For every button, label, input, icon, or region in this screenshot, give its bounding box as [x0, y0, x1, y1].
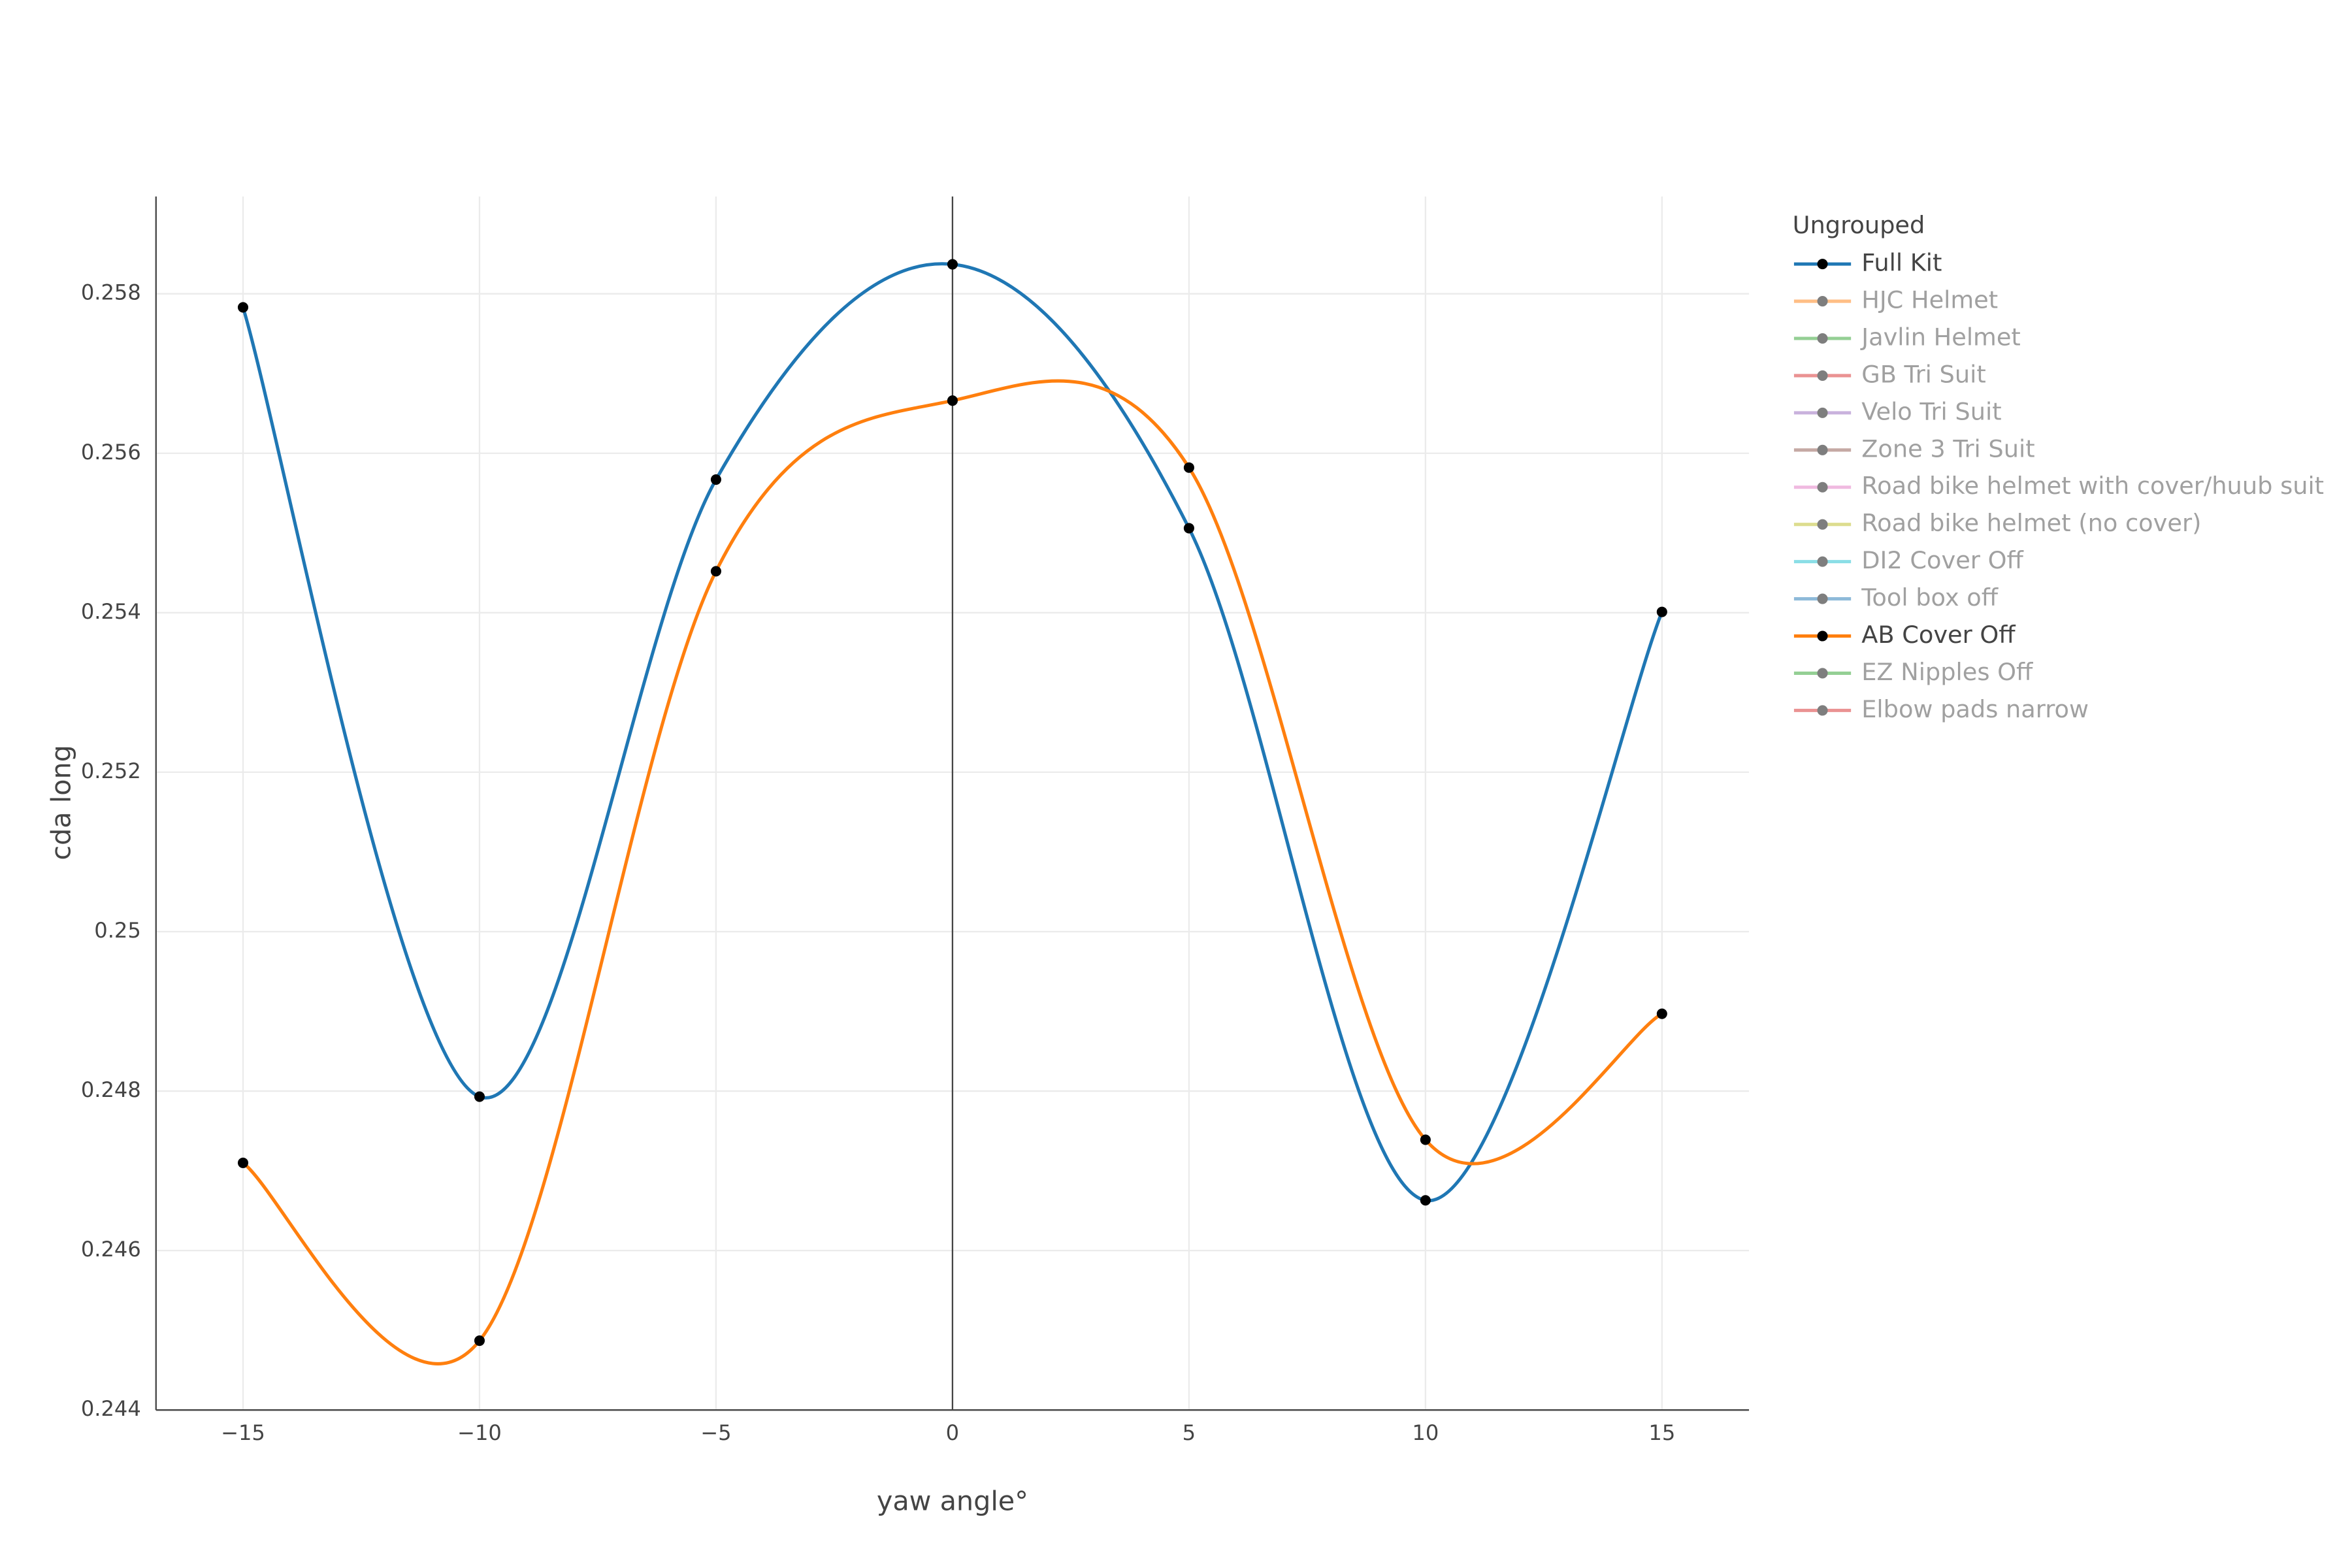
legend-marker	[1817, 556, 1828, 567]
legend-marker	[1817, 259, 1828, 270]
legend-marker	[1817, 705, 1828, 716]
legend-item[interactable]: Velo Tri Suit	[1793, 397, 2002, 425]
legend-item[interactable]: Road bike helmet (no cover)	[1793, 509, 2201, 537]
legend-item[interactable]: HJC Helmet	[1793, 286, 1998, 314]
legend-marker	[1817, 630, 1828, 642]
legend-label: Velo Tri Suit	[1861, 397, 2001, 425]
legend-label: Road bike helmet (no cover)	[1861, 509, 2201, 537]
y-tick-label: 0.258	[81, 280, 141, 305]
x-tick-label: 0	[946, 1420, 959, 1445]
legend-label: Javlin Helmet	[1860, 323, 2021, 351]
point	[237, 302, 249, 313]
legend-marker	[1817, 593, 1828, 604]
point	[947, 395, 958, 406]
legend-marker	[1817, 370, 1828, 381]
y-axis-title: cda long	[45, 745, 76, 860]
legend-marker	[1817, 482, 1828, 493]
y-tick-label: 0.246	[81, 1237, 141, 1262]
point	[1420, 1134, 1431, 1145]
point	[710, 566, 721, 577]
x-tick-label: 10	[1412, 1420, 1439, 1445]
x-tick-label: −5	[700, 1420, 731, 1445]
x-tick-label: 15	[1648, 1420, 1675, 1445]
y-tick-label: 0.256	[81, 440, 141, 465]
y-tick-label: 0.244	[81, 1396, 141, 1421]
legend-label: DI2 Cover Off	[1861, 546, 2023, 574]
y-tick-label: 0.252	[81, 759, 141, 783]
legend-item[interactable]: Tool box off	[1793, 583, 1999, 612]
point	[474, 1335, 485, 1347]
legend-label: Full Kit	[1861, 249, 1942, 277]
legend-item[interactable]: Road bike helmet with cover/huub suit	[1793, 472, 2324, 500]
y-tick-label: 0.248	[81, 1077, 141, 1102]
legend-item[interactable]: Full Kit	[1793, 249, 1942, 277]
legend-item[interactable]: Javlin Helmet	[1793, 323, 2021, 351]
point	[237, 1157, 249, 1168]
point	[947, 259, 958, 270]
legend-item[interactable]: DI2 Cover Off	[1793, 546, 2024, 574]
legend-label: EZ Nipples Off	[1861, 658, 2033, 686]
legend-marker	[1817, 444, 1828, 455]
legend-item[interactable]: AB Cover Off	[1793, 621, 2016, 649]
y-tick-label: 0.25	[94, 918, 141, 943]
legend-label: GB Tri Suit	[1861, 360, 1986, 388]
x-tick-label: −15	[221, 1420, 265, 1445]
legend-title: Ungrouped	[1793, 211, 1925, 239]
y-tick-label: 0.254	[81, 599, 141, 624]
legend-item[interactable]: Zone 3 Tri Suit	[1793, 434, 2035, 463]
legend-marker	[1817, 296, 1828, 307]
legend-marker	[1817, 333, 1828, 344]
legend-label: HJC Helmet	[1861, 286, 1998, 314]
legend-label: AB Cover Off	[1861, 621, 2016, 649]
legend-item[interactable]: EZ Nipples Off	[1793, 658, 2033, 686]
point	[1656, 1008, 1667, 1019]
x-axis-title: yaw angle°	[877, 1486, 1028, 1517]
legend-marker	[1817, 407, 1828, 418]
x-tick-label: 5	[1183, 1420, 1196, 1445]
point	[1656, 606, 1667, 617]
legend-marker	[1817, 519, 1828, 530]
legend-label: Road bike helmet with cover/huub suit	[1861, 472, 2324, 500]
legend-label: Tool box off	[1861, 583, 1999, 612]
point	[710, 474, 721, 485]
point	[1420, 1195, 1431, 1206]
x-tick-label: −10	[457, 1420, 502, 1445]
legend-label: Elbow pads narrow	[1861, 695, 2089, 723]
point	[1183, 523, 1194, 534]
legend-item[interactable]: Elbow pads narrow	[1793, 695, 2089, 723]
legend-label: Zone 3 Tri Suit	[1861, 434, 2034, 463]
point	[1183, 462, 1194, 473]
point	[474, 1091, 485, 1102]
legend-item[interactable]: GB Tri Suit	[1793, 360, 1986, 388]
grid	[155, 196, 1750, 1411]
legend-marker	[1817, 668, 1828, 679]
